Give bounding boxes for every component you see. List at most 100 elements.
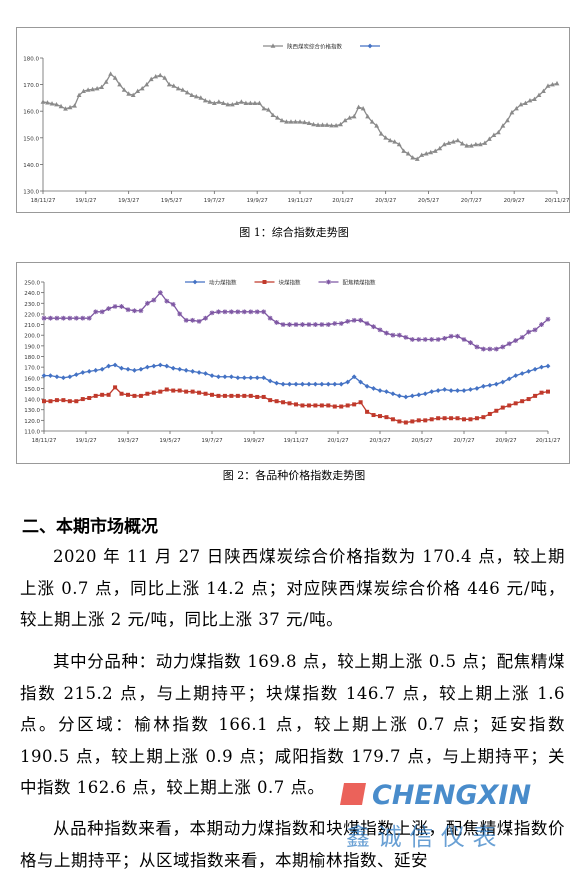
data-point xyxy=(532,366,538,372)
data-point xyxy=(238,99,244,104)
data-point xyxy=(54,315,60,321)
data-point xyxy=(171,83,177,88)
data-point xyxy=(170,365,176,371)
data-point xyxy=(281,400,286,405)
data-point xyxy=(374,123,380,128)
data-point xyxy=(125,307,131,313)
data-point xyxy=(189,92,195,98)
data-point xyxy=(261,309,267,315)
data-point xyxy=(203,371,208,376)
data-point xyxy=(356,104,362,110)
x-tick-label: 20/7/27 xyxy=(461,198,483,204)
data-point xyxy=(390,332,396,338)
data-point xyxy=(54,398,59,403)
data-point xyxy=(170,301,176,307)
data-point xyxy=(338,381,344,387)
data-point xyxy=(209,373,215,379)
legend: 动力煤指数 块煤指数 配焦精煤指数 xyxy=(185,279,376,287)
data-point xyxy=(474,344,480,350)
data-point xyxy=(514,105,519,111)
chart-1-frame: 130.0 140.0 150.0 160.0 170.0 180.0 18/11/27 19… xyxy=(16,27,570,213)
data-point xyxy=(332,404,337,409)
x-tick-label: 19/3/27 xyxy=(117,438,139,444)
x-tick-label: 20/11/27 xyxy=(536,438,561,444)
data-point xyxy=(164,363,170,369)
data-point xyxy=(545,316,551,322)
data-point xyxy=(190,317,196,323)
data-point xyxy=(332,381,338,387)
x-tick-label: 19/7/27 xyxy=(201,438,223,444)
data-point xyxy=(302,119,307,125)
data-point xyxy=(220,100,226,106)
x-tick-label: 20/9/27 xyxy=(504,198,526,204)
data-point xyxy=(235,375,241,381)
data-point xyxy=(364,321,370,326)
data-point xyxy=(80,370,86,375)
data-point xyxy=(99,84,105,90)
y-tick-label: 250.0 xyxy=(24,281,40,287)
data-point xyxy=(106,392,111,397)
data-point xyxy=(306,120,312,125)
data-point xyxy=(392,139,398,144)
data-point xyxy=(509,109,515,115)
data-point xyxy=(203,391,208,396)
data-point xyxy=(461,388,467,393)
data-point xyxy=(410,419,415,424)
data-point xyxy=(280,381,286,387)
data-point xyxy=(243,100,249,106)
data-point xyxy=(383,135,389,140)
data-point xyxy=(345,318,351,324)
data-point xyxy=(347,115,352,120)
data-point xyxy=(377,327,383,333)
legend-marker xyxy=(367,43,373,49)
data-point xyxy=(306,322,312,327)
y-tick-label: 190.0 xyxy=(24,344,40,350)
data-point xyxy=(500,344,506,350)
data-point xyxy=(270,112,276,117)
data-point xyxy=(63,106,68,111)
data-point xyxy=(222,393,227,398)
data-point xyxy=(67,104,73,110)
data-point xyxy=(112,304,118,309)
data-point xyxy=(397,419,402,424)
data-point xyxy=(241,309,247,315)
data-point xyxy=(300,381,305,387)
legend-marker xyxy=(326,279,331,285)
data-point xyxy=(519,371,525,376)
y-tick-label: 180.0 xyxy=(23,57,39,63)
data-point xyxy=(332,321,338,326)
data-point xyxy=(67,374,73,380)
data-point xyxy=(532,96,537,102)
data-point xyxy=(257,100,262,106)
data-point xyxy=(280,322,286,327)
data-point xyxy=(487,411,492,416)
x-tick-label: 18/11/27 xyxy=(32,438,57,444)
data-point xyxy=(177,366,183,372)
x-tick-label: 19/11/27 xyxy=(284,438,309,444)
data-point xyxy=(119,304,124,309)
data-point xyxy=(423,151,429,156)
data-point xyxy=(494,408,499,413)
data-point xyxy=(190,389,195,394)
data-point xyxy=(49,101,55,106)
data-point xyxy=(287,401,292,406)
data-point xyxy=(148,76,154,82)
data-point xyxy=(207,99,213,104)
data-point xyxy=(429,337,435,342)
data-point xyxy=(325,322,331,327)
data-point xyxy=(284,119,289,124)
data-point xyxy=(274,399,279,404)
data-point xyxy=(130,92,136,98)
data-point xyxy=(171,388,176,393)
y-tick-label: 180.0 xyxy=(24,355,40,361)
data-point xyxy=(235,393,240,398)
data-point xyxy=(390,417,395,422)
data-point xyxy=(113,385,118,390)
data-point xyxy=(261,375,267,381)
data-point xyxy=(209,310,215,316)
data-point xyxy=(436,416,441,421)
y-tick-label: 140.0 xyxy=(24,398,40,404)
data-point xyxy=(513,338,519,343)
data-point xyxy=(45,100,50,105)
data-point xyxy=(40,99,46,104)
